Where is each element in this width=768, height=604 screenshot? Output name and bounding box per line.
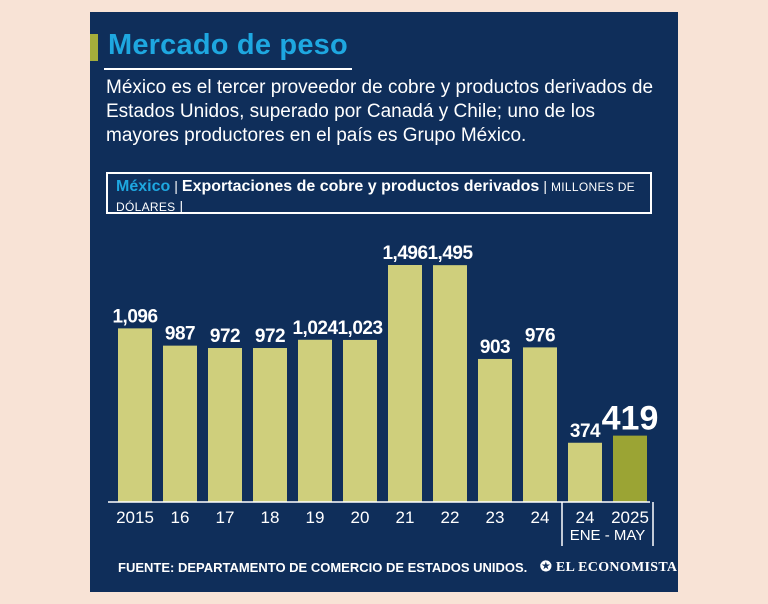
page-title: Mercado de peso xyxy=(108,29,348,61)
data-label: 972 xyxy=(255,326,285,347)
x-tick-label: 24 xyxy=(576,508,595,527)
title-accent-bar xyxy=(90,34,98,61)
x-tick-label: 17 xyxy=(216,508,235,527)
x-tick-label: 19 xyxy=(306,508,325,527)
publisher-logo: ✪ EL ECONOMISTA xyxy=(540,559,677,576)
logo-icon: ✪ xyxy=(540,560,553,575)
subtitle: México es el tercer proveedor de cobre y… xyxy=(106,77,654,146)
separator: | xyxy=(179,198,184,214)
x-tick-label: 18 xyxy=(261,508,280,527)
x-tick-label: 2025 xyxy=(611,508,649,527)
chart-country: México xyxy=(116,178,171,195)
chart-unit: MILLONES DE DÓLARES xyxy=(116,180,635,214)
x-tick-label: 2015 xyxy=(116,508,154,527)
logo-text: EL ECONOMISTA xyxy=(555,560,678,575)
x-tick-label: 21 xyxy=(396,508,415,527)
bar xyxy=(388,265,422,502)
data-label: 987 xyxy=(165,324,195,345)
data-label: 1,096 xyxy=(112,306,157,327)
x-tick-label: 24 xyxy=(531,508,550,527)
separator: | xyxy=(543,178,547,194)
data-label: 1,023 xyxy=(337,318,382,339)
bar xyxy=(478,358,512,502)
bar xyxy=(523,347,557,502)
bar-chart: 1,096 2015 987 16 972 17 972 18 1,024 19 1,023 20 1,… xyxy=(108,243,659,546)
x-tick-label: 23 xyxy=(486,508,505,527)
x-tick-label: 22 xyxy=(441,508,460,527)
data-label: 1,496 xyxy=(382,243,427,264)
data-label: 374 xyxy=(570,421,601,442)
bar xyxy=(118,328,152,502)
bar xyxy=(163,345,197,502)
source-note: FUENTE: DEPARTAMENTO DE COMERCIO DE ESTA… xyxy=(118,560,528,575)
data-label: 976 xyxy=(525,325,555,346)
data-label: 419 xyxy=(602,400,659,438)
bar xyxy=(613,435,647,502)
infographic-card: Mercado de peso México es el tercer prov… xyxy=(90,12,678,592)
data-label: 972 xyxy=(210,326,240,347)
x-tick-label: 20 xyxy=(351,508,370,527)
x-tick-label: 16 xyxy=(171,508,190,527)
group-label: ENE - MAY xyxy=(570,527,646,544)
separator: | xyxy=(174,178,178,194)
data-label: 903 xyxy=(480,337,510,358)
title-underline xyxy=(104,68,352,70)
chart-header: México | Exportaciones de cobre y producto… xyxy=(106,172,652,214)
bar xyxy=(568,442,602,502)
data-label: 1,495 xyxy=(427,243,473,264)
bar xyxy=(298,339,332,502)
bar xyxy=(253,348,287,502)
bar xyxy=(433,265,467,502)
chart-title: Exportaciones de cobre y productos deriv… xyxy=(181,178,540,195)
bar xyxy=(208,348,242,502)
bar xyxy=(343,339,377,502)
data-label: 1,024 xyxy=(292,318,338,339)
